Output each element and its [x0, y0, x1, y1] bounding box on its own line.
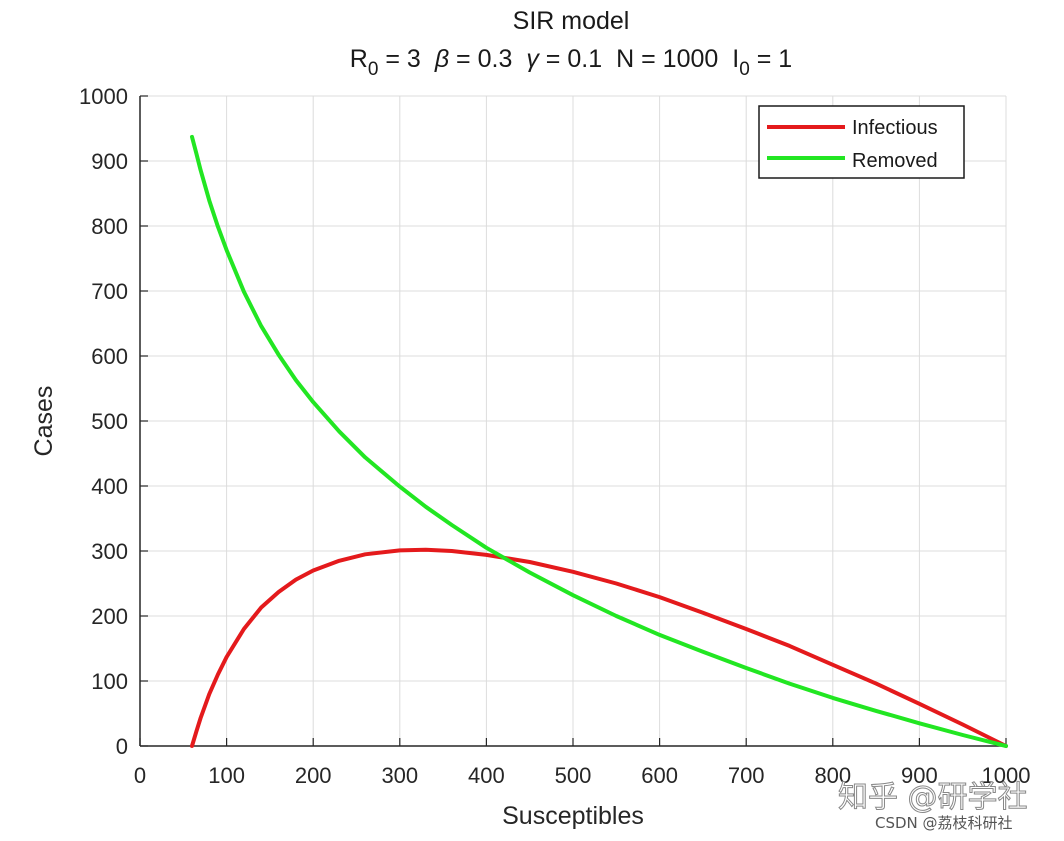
watermark-main: 知乎 @研学社	[838, 780, 1028, 815]
y-tick-label: 800	[91, 214, 128, 239]
x-axis-label: Susceptibles	[502, 802, 644, 830]
watermark: 知乎 @研学社 CSDN @荔枝科研社	[838, 780, 1029, 833]
y-tick-label: 200	[91, 604, 128, 629]
legend: Infectious Removed	[758, 105, 965, 179]
subtitle-part: = 0.3	[449, 45, 512, 73]
axes	[139, 95, 1007, 747]
y-tick-label: 600	[91, 344, 128, 369]
subtitle-part: = 0.1	[539, 45, 602, 73]
y-tick-labels: 0 100 200 300 400 500 600 700 800 900 1000	[79, 84, 128, 759]
y-tick-label: 300	[91, 539, 128, 564]
x-tick-label: 600	[641, 763, 678, 788]
x-tick-labels: 0 100 200 300 400 500 600 700 800 900 1000	[134, 763, 1031, 788]
x-tick-label: 0	[134, 763, 146, 788]
x-tick-label: 300	[381, 763, 418, 788]
subtitle-part: = 3	[378, 45, 420, 73]
series-lines	[190, 134, 1008, 748]
x-tick-label: 1000	[982, 763, 1031, 788]
chart-title: SIR model	[513, 7, 630, 35]
x-tick-label: 800	[814, 763, 851, 788]
y-tick-label: 0	[116, 734, 128, 759]
subtitle-subscript: 0	[739, 59, 750, 80]
y-tick-label: 100	[91, 669, 128, 694]
subtitle-part: γ	[526, 45, 540, 73]
legend-box	[758, 105, 965, 179]
x-tick-label: 500	[555, 763, 592, 788]
y-tick-label: 700	[91, 279, 128, 304]
subtitle-part: I	[732, 45, 739, 73]
legend-label-infectious: Infectious	[852, 117, 938, 139]
legend-label-removed: Removed	[852, 150, 938, 172]
series-line-infectious	[190, 547, 1008, 748]
x-tick-label: 700	[728, 763, 765, 788]
x-tick-label: 400	[468, 763, 505, 788]
y-axis-label: Cases	[30, 386, 58, 457]
y-tick-label: 500	[91, 409, 128, 434]
subtitle-subscript: 0	[368, 59, 379, 80]
subtitle-part: = 1	[750, 45, 792, 73]
series-line-removed	[190, 134, 1008, 748]
x-tick-label: 200	[295, 763, 332, 788]
y-tick-label: 900	[91, 149, 128, 174]
subtitle-part: = 1000	[634, 45, 718, 73]
subtitle-part: N	[616, 45, 634, 73]
x-tick-label: 900	[901, 763, 938, 788]
watermark-small: CSDN @荔枝科研社	[875, 814, 1013, 832]
subtitle-part: R	[350, 45, 368, 73]
y-tick-label: 400	[91, 474, 128, 499]
subtitle-part: β	[434, 45, 449, 73]
x-tick-label: 100	[208, 763, 245, 788]
y-tick-label: 1000	[79, 84, 128, 109]
